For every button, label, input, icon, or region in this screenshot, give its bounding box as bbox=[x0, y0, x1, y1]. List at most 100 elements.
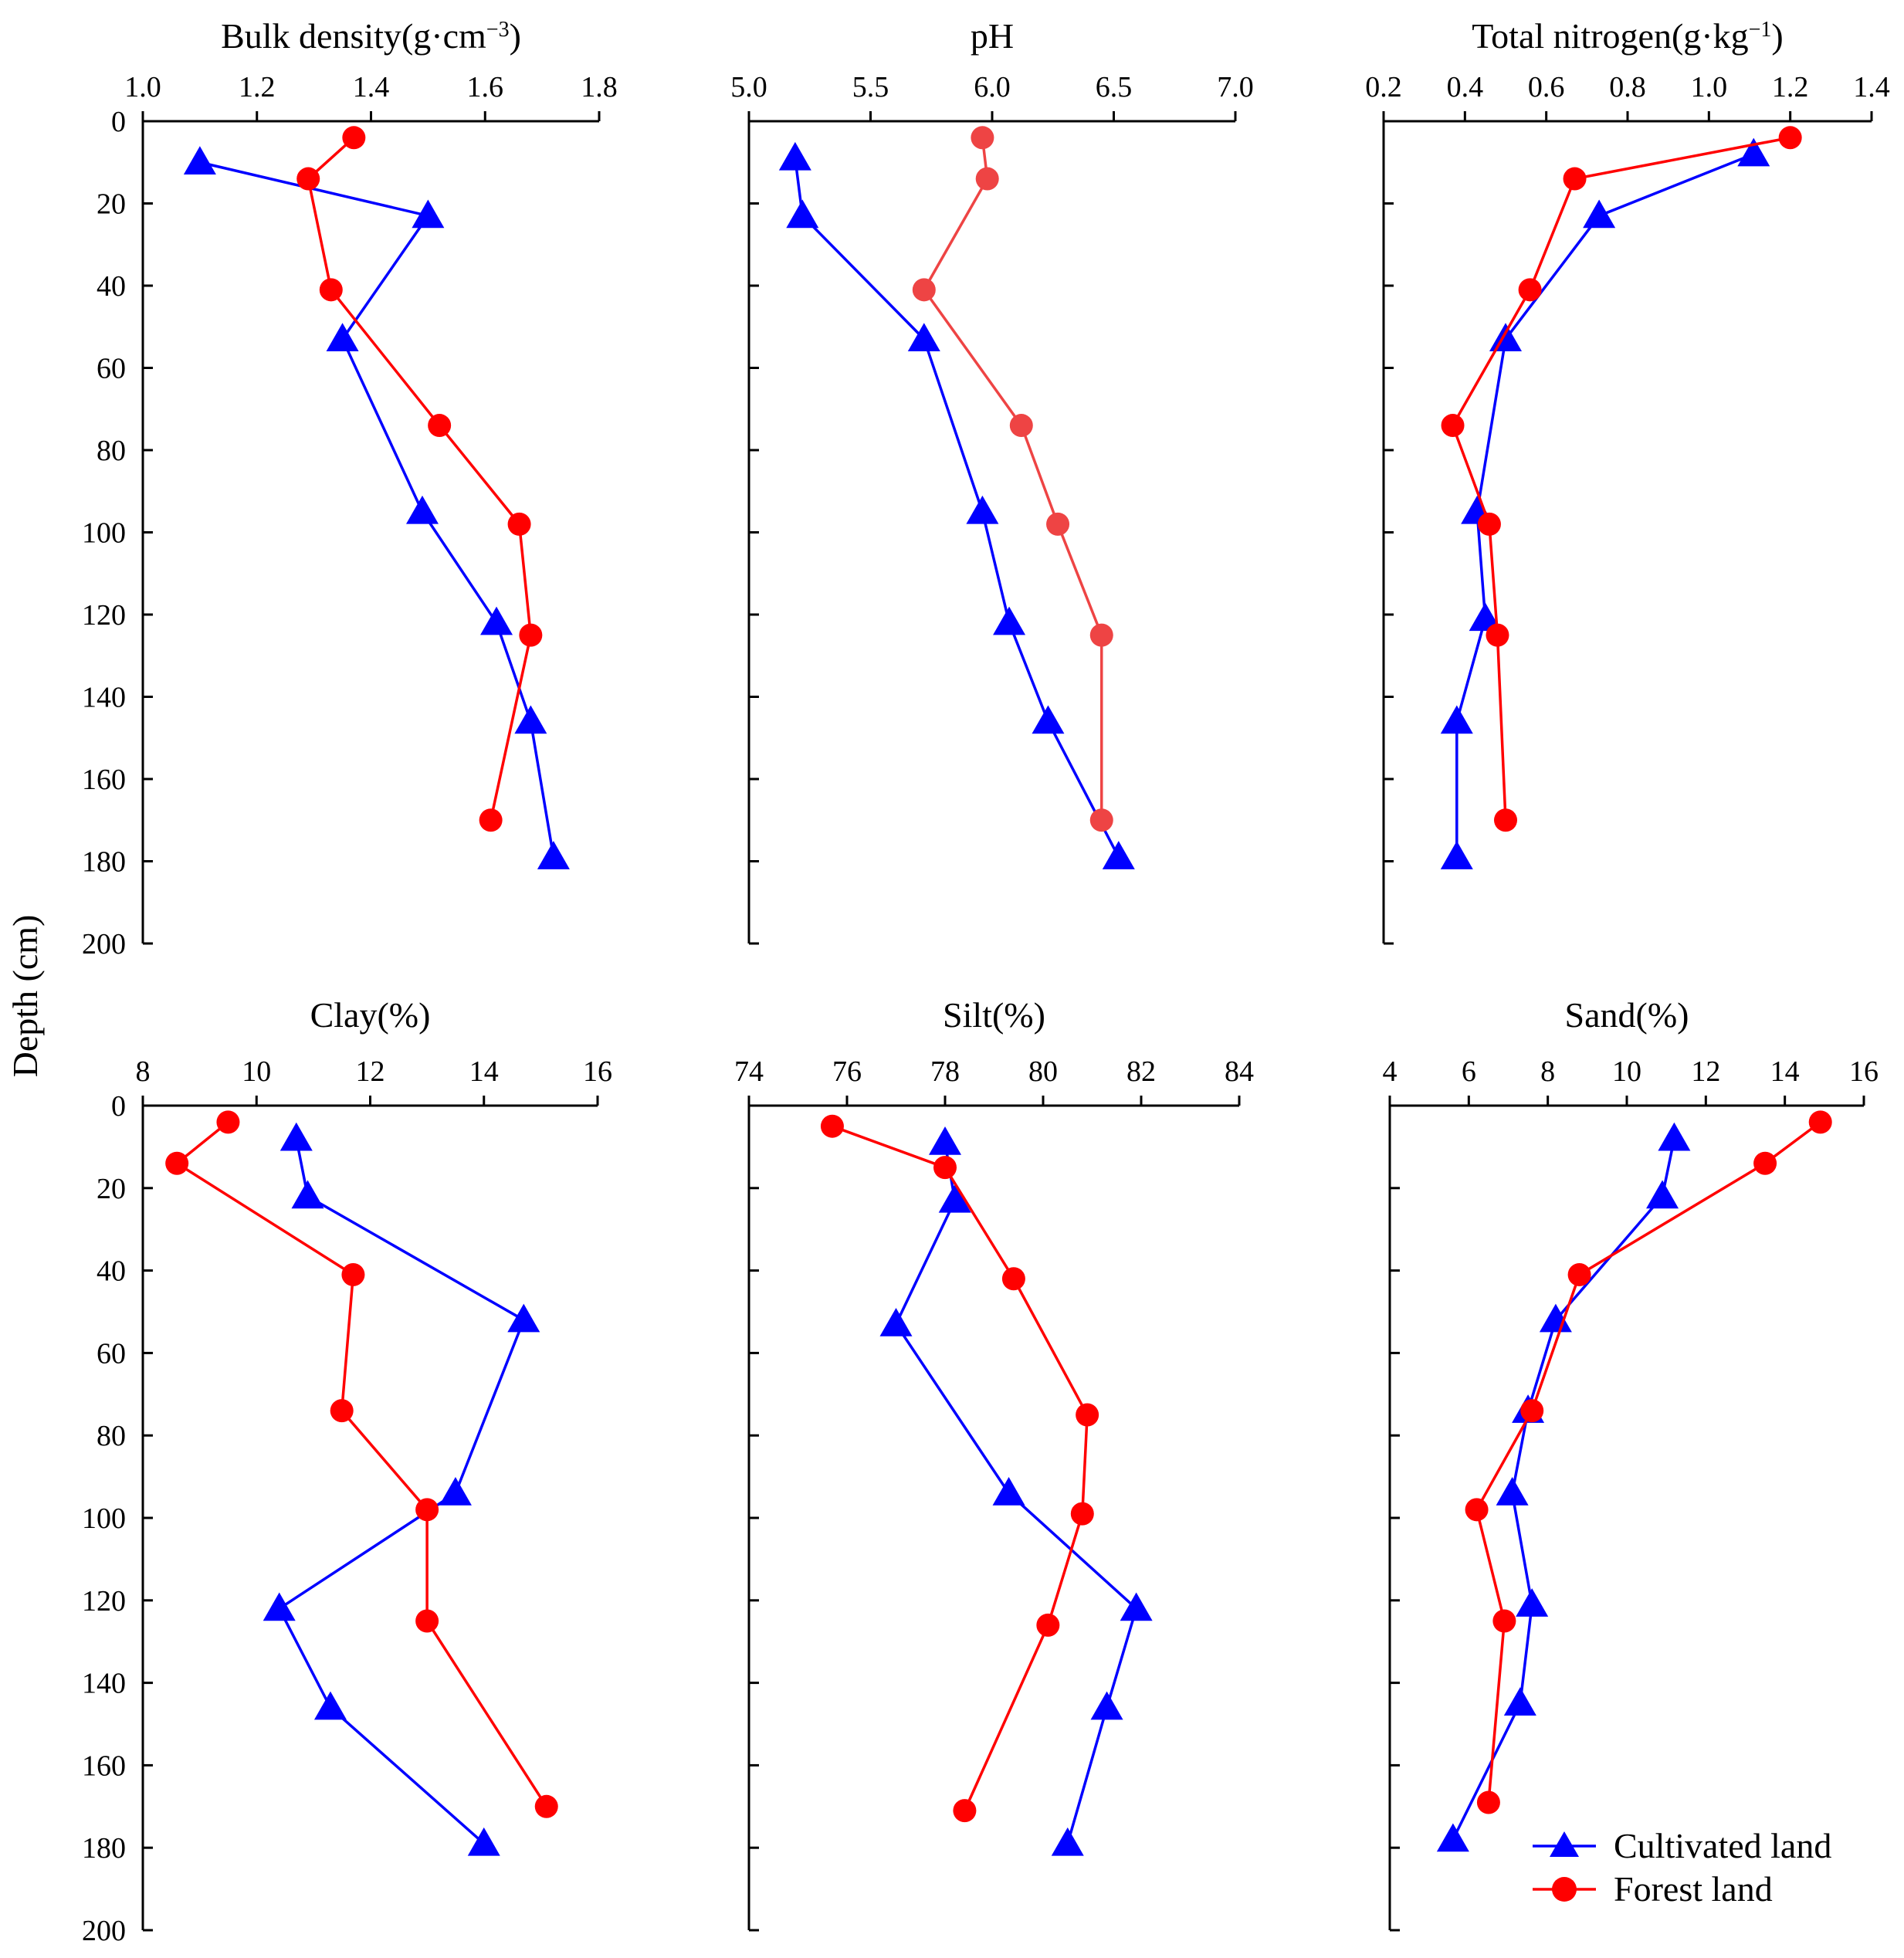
cultivated-point bbox=[412, 199, 445, 229]
x-tick-label: 16 bbox=[1849, 1055, 1879, 1088]
cultivated-point bbox=[1503, 1687, 1536, 1716]
panel-title: pH bbox=[971, 16, 1014, 56]
x-tick-label: 0.8 bbox=[1609, 71, 1646, 103]
cultivated-point bbox=[1489, 323, 1522, 351]
cultivated-point bbox=[1436, 1823, 1469, 1852]
legend-forest-label: Forest land bbox=[1614, 1869, 1773, 1909]
panel-title: Bulk density(g·cm−3) bbox=[221, 16, 521, 56]
forest-point bbox=[519, 623, 543, 647]
cultivated-point bbox=[313, 1691, 347, 1720]
x-tick-label: 0.4 bbox=[1447, 71, 1484, 103]
forest-series-line bbox=[832, 1125, 1089, 1811]
panels: 1.0 1.2 1.4 1.6 1.80204060801001201401601802… bbox=[82, 16, 1890, 1947]
cultivated-series-line bbox=[277, 1138, 526, 1845]
y-tick-label: 180 bbox=[82, 1832, 126, 1865]
forest-point bbox=[428, 414, 452, 438]
y-tick-label: 0 bbox=[111, 106, 126, 138]
forest-point bbox=[330, 1399, 354, 1423]
forest-point bbox=[1009, 414, 1033, 438]
forest-point bbox=[1076, 1403, 1099, 1427]
forest-point bbox=[1477, 512, 1501, 536]
cultivated-point bbox=[507, 1303, 540, 1333]
cultivated-point bbox=[326, 323, 359, 351]
y-tick-label: 140 bbox=[82, 1668, 126, 1700]
forest-point bbox=[820, 1114, 844, 1138]
cultivated-point bbox=[1583, 199, 1616, 229]
forest-point bbox=[165, 1151, 189, 1175]
x-tick-label: 6.5 bbox=[1096, 71, 1133, 103]
cultivated-series-line bbox=[1452, 1138, 1676, 1841]
panel-title: Sand(%) bbox=[1565, 995, 1689, 1035]
forest-point bbox=[216, 1110, 240, 1134]
y-axis-label: Depth (cm) bbox=[5, 915, 45, 1078]
cultivated-point bbox=[929, 1126, 961, 1155]
cultivated-point bbox=[467, 1827, 500, 1856]
x-tick-label: 0.2 bbox=[1365, 71, 1402, 103]
chart-panel-3: 0.2 0.4 0.6 0.8 1.0 1.2 1.4 Total nitrogen(g·kg… bbox=[1365, 16, 1890, 945]
legend-cultivated-marker bbox=[1550, 1831, 1579, 1857]
forest-series-line bbox=[307, 136, 533, 821]
forest-point bbox=[507, 512, 531, 536]
panel-title: Total nitrogen(g·kg−1) bbox=[1472, 16, 1783, 56]
forest-point bbox=[912, 278, 936, 302]
forest-point bbox=[1518, 278, 1542, 302]
y-tick-label: 100 bbox=[82, 1502, 126, 1535]
x-tick-label: 0.6 bbox=[1528, 71, 1565, 103]
forest-point bbox=[534, 1794, 558, 1818]
y-tick-label: 120 bbox=[82, 599, 126, 632]
y-tick-label: 20 bbox=[97, 188, 126, 221]
cultivated-point bbox=[280, 1122, 313, 1151]
y-tick-label: 60 bbox=[97, 353, 126, 385]
cultivated-point bbox=[291, 1180, 324, 1209]
cultivated-point bbox=[263, 1592, 296, 1621]
forest-point bbox=[479, 808, 503, 832]
forest-point bbox=[415, 1609, 439, 1633]
x-tick-label: 80 bbox=[1028, 1055, 1058, 1088]
forest-point bbox=[1492, 1609, 1516, 1633]
cultivated-point bbox=[439, 1476, 472, 1506]
x-tick-label: 4 bbox=[1383, 1055, 1398, 1088]
forest-point bbox=[971, 126, 994, 150]
forest-point bbox=[296, 167, 320, 191]
cultivated-point bbox=[1440, 705, 1473, 734]
forest-point bbox=[342, 126, 366, 150]
x-tick-label: 1.2 bbox=[239, 71, 276, 103]
cultivated-point bbox=[907, 323, 940, 351]
forest-point bbox=[1778, 126, 1802, 150]
x-tick-label: 1.0 bbox=[124, 71, 161, 103]
y-tick-label: 200 bbox=[82, 1915, 126, 1947]
x-tick-label: 1.4 bbox=[353, 71, 390, 103]
cultivated-point bbox=[778, 141, 811, 171]
forest-point bbox=[975, 167, 999, 191]
forest-point bbox=[1001, 1267, 1025, 1291]
forest-series-line bbox=[174, 1120, 548, 1807]
forest-point bbox=[1486, 623, 1509, 647]
x-tick-label: 82 bbox=[1126, 1055, 1156, 1088]
legend-forest-marker bbox=[1552, 1877, 1577, 1902]
forest-point bbox=[1441, 414, 1465, 438]
x-tick-label: 84 bbox=[1225, 1055, 1254, 1088]
forest-point bbox=[1089, 808, 1113, 832]
cultivated-point bbox=[879, 1308, 913, 1336]
cultivated-point bbox=[786, 199, 819, 229]
forest-point bbox=[319, 278, 343, 302]
cultivated-point bbox=[1032, 705, 1065, 734]
panel-title: Clay(%) bbox=[310, 995, 431, 1035]
y-tick-label: 60 bbox=[97, 1337, 126, 1370]
x-tick-label: 12 bbox=[1691, 1055, 1720, 1088]
cultivated-point bbox=[993, 606, 1026, 635]
x-tick-label: 8 bbox=[1540, 1055, 1555, 1088]
y-tick-label: 80 bbox=[97, 435, 126, 467]
forest-point bbox=[1089, 623, 1113, 647]
forest-point bbox=[1520, 1399, 1544, 1423]
cultivated-series-line bbox=[794, 158, 1120, 858]
x-tick-label: 12 bbox=[356, 1055, 385, 1088]
x-tick-label: 1.6 bbox=[467, 71, 504, 103]
x-tick-label: 1.8 bbox=[581, 71, 618, 103]
x-tick-label: 10 bbox=[242, 1055, 271, 1088]
cultivated-point bbox=[537, 841, 570, 869]
cultivated-point bbox=[1658, 1122, 1691, 1151]
y-tick-label: 40 bbox=[97, 270, 126, 303]
forest-point bbox=[1753, 1151, 1777, 1175]
